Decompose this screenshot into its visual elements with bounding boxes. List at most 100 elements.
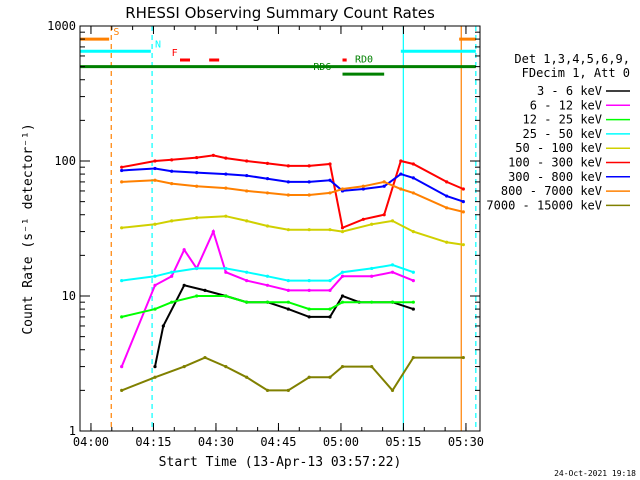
data-point [411, 355, 415, 360]
flag-label: S [113, 27, 119, 38]
data-point [153, 283, 157, 287]
data-point [445, 180, 449, 184]
data-point [195, 294, 199, 298]
legend-entry-label: 3 - 6 keV [537, 84, 602, 98]
data-point [286, 180, 290, 184]
y-tick-label: 10 [62, 289, 76, 303]
legend-entry-label: 100 - 300 keV [508, 156, 602, 170]
data-point [211, 153, 215, 158]
legend-entry-label: 12 - 25 keV [523, 113, 602, 127]
data-point [307, 315, 311, 319]
data-point [390, 388, 395, 392]
data-point [340, 300, 345, 304]
x-tick-label: 04:30 [198, 435, 234, 449]
data-point [161, 324, 165, 328]
data-point [286, 193, 290, 197]
data-point [411, 162, 415, 166]
legend-header-line-1: Det 1,3,4,5,6,9, [514, 52, 630, 66]
x-tick-label: 05:15 [385, 435, 421, 449]
data-point [461, 355, 465, 360]
y-axis-label: Count Rate (s⁻¹ detector⁻¹) [21, 123, 36, 334]
data-point [170, 219, 174, 223]
data-point [195, 184, 199, 188]
data-point [328, 162, 332, 166]
flag-bars: S NF RD0 RD6 [80, 27, 476, 76]
data-point [286, 279, 290, 283]
data-point [445, 194, 449, 198]
data-point [328, 279, 332, 283]
data-point [203, 355, 207, 360]
data-point [370, 266, 374, 271]
data-point [307, 307, 311, 311]
plot-area [110, 26, 477, 431]
data-point [445, 206, 449, 210]
data-point [120, 279, 124, 283]
series-line [121, 295, 414, 318]
data-point [120, 315, 124, 319]
data-point [399, 159, 403, 163]
flag-label: N [155, 39, 161, 50]
data-point [120, 364, 124, 369]
legend-entry-label: 7000 - 15000 keV [486, 198, 602, 212]
data-point [245, 279, 249, 283]
data-point [195, 266, 199, 271]
data-point [203, 288, 207, 293]
legend-entry-label: 6 - 12 keV [530, 98, 602, 112]
data-point [153, 159, 157, 163]
data-point [265, 300, 270, 304]
data-point [245, 270, 249, 274]
data-point [182, 248, 186, 252]
data-point [411, 191, 415, 195]
data-point [153, 274, 157, 278]
data-point [340, 294, 345, 298]
x-tick-label: 04:15 [135, 435, 171, 449]
data-point [461, 200, 465, 204]
data-point [399, 187, 403, 191]
data-point [153, 307, 157, 311]
data-point [390, 270, 395, 274]
flag-label: RD6 [313, 62, 331, 73]
data-point [170, 274, 174, 278]
data-point [370, 300, 374, 304]
data-point [195, 171, 199, 175]
data-point [170, 300, 174, 304]
chart-title: RHESSI Observing Summary Count Rates [125, 4, 435, 22]
data-point [461, 243, 465, 247]
data-point [265, 224, 270, 228]
data-point [286, 164, 290, 168]
data-point [399, 172, 403, 176]
data-point [153, 166, 157, 171]
data-point [340, 270, 345, 274]
data-point [224, 172, 228, 176]
x-tick-label: 04:45 [260, 435, 296, 449]
data-point [370, 222, 374, 226]
data-point [182, 364, 186, 369]
data-point [340, 187, 345, 191]
data-point [195, 155, 199, 160]
data-point [328, 288, 332, 293]
data-point [328, 307, 332, 311]
data-point [286, 388, 290, 392]
legend-entry-label: 50 - 100 keV [515, 141, 602, 155]
data-point [224, 364, 228, 369]
data-point [170, 158, 174, 162]
data-point [307, 164, 311, 168]
data-point [328, 315, 332, 319]
data-point [390, 219, 395, 223]
data-point [170, 169, 174, 173]
data-point [170, 182, 174, 186]
data-point [245, 189, 249, 193]
data-point [390, 263, 395, 267]
data-point [307, 288, 311, 293]
data-point [307, 279, 311, 283]
flag-label: F [172, 48, 178, 59]
data-point [361, 217, 365, 221]
data-point [245, 219, 249, 223]
x-tick-label: 05:30 [448, 435, 484, 449]
series-line [121, 167, 464, 203]
series-line [154, 284, 414, 367]
data-point [224, 186, 228, 190]
data-point [411, 176, 415, 180]
data-point [153, 364, 157, 369]
